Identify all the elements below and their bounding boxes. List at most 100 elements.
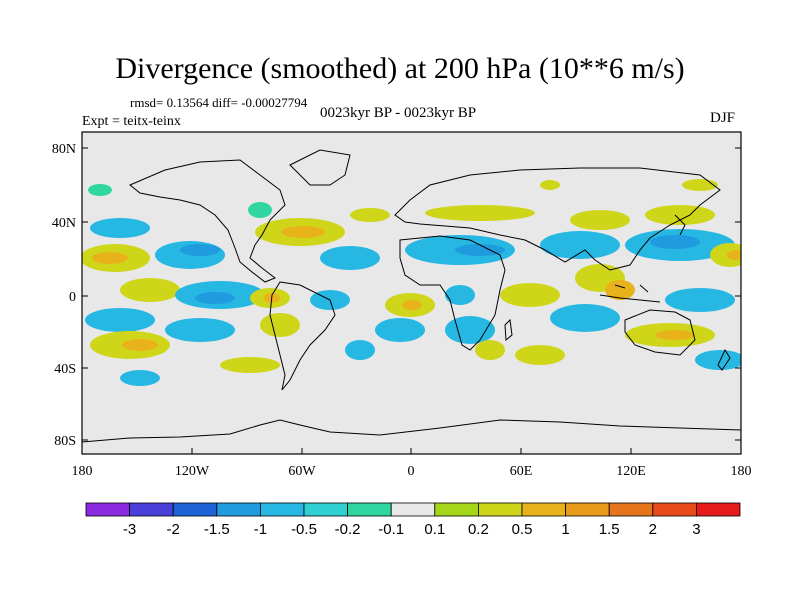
x-tick-label: 120E — [616, 464, 646, 479]
colorbar-swatch — [608, 502, 654, 517]
season-label: DJF — [710, 110, 736, 126]
field-blob — [605, 280, 635, 300]
y-tick-label: 0 — [69, 290, 76, 305]
colorbar-swatch — [652, 502, 697, 517]
colorbar-label: -2 — [167, 521, 180, 538]
madagascar-coast — [504, 318, 513, 342]
colorbar-label: 1 — [561, 521, 569, 538]
antarctica-coast — [82, 419, 741, 443]
colorbar-label: -0.5 — [291, 521, 317, 538]
indonesia-coast — [599, 284, 661, 303]
colorbar-swatch — [303, 502, 348, 517]
colorbar-label: 1.5 — [599, 521, 620, 538]
colorbar-swatch — [259, 502, 305, 517]
field-blob — [248, 202, 272, 218]
field-blob — [655, 330, 695, 340]
colorbar-swatch — [85, 502, 130, 517]
field-blob — [500, 283, 560, 307]
period-label: 0023kyr BP - 0023kyr BP — [320, 105, 477, 121]
y-tick-label: 40N — [52, 216, 76, 231]
colorbar-labels: -3 -2 -1.5 -1 -0.5 -0.2 -0.1 0.1 0.2 0.5 1 1.5 2 3 — [123, 521, 701, 538]
colorbar-swatch — [390, 502, 436, 517]
africa-coast — [399, 235, 506, 351]
field-blob — [645, 205, 715, 225]
australia-coast — [624, 309, 696, 356]
japan-coast — [674, 214, 686, 236]
south-america-coast — [269, 281, 336, 391]
x-tick-label: 60E — [510, 464, 533, 479]
colorbar — [85, 502, 741, 517]
colorbar-label: 0.1 — [424, 521, 445, 538]
field-blob — [402, 300, 422, 310]
field-blob — [475, 340, 505, 360]
field-blob — [90, 218, 150, 238]
north-america-coast — [129, 159, 286, 283]
new-zealand-coast — [717, 348, 731, 371]
field-blob — [540, 180, 560, 190]
field-blob — [665, 288, 735, 312]
colorbar-label: 2 — [649, 521, 657, 538]
stats-line: rmsd= 0.13564 diff= -0.00027794 — [130, 95, 308, 110]
y-tick-label: 80S — [54, 434, 76, 449]
colorbar-swatch — [434, 502, 479, 517]
field-blob — [445, 316, 495, 344]
field-blob — [727, 250, 741, 260]
field-blob — [425, 205, 535, 221]
axis-ticks — [81, 147, 742, 454]
colorbar-swatch — [129, 502, 174, 517]
field-blob — [195, 292, 235, 304]
colorbar-swatch — [477, 502, 523, 517]
field-blob — [120, 370, 160, 386]
field-blob — [570, 210, 630, 230]
colorbar-swatch — [172, 502, 218, 517]
colorbar-label: 0.2 — [468, 521, 489, 538]
field-blob — [320, 246, 380, 270]
x-tick-label: 180 — [731, 464, 752, 479]
field-blob — [550, 304, 620, 332]
colorbar-label: -3 — [123, 521, 136, 538]
x-tick-label: 120W — [175, 464, 210, 479]
field-blob — [220, 357, 280, 373]
field-blob — [695, 350, 741, 370]
field-blob — [650, 235, 700, 249]
coastlines — [82, 149, 741, 443]
colorbar-label: 0.5 — [512, 521, 533, 538]
field-blob — [88, 184, 112, 196]
colorbar-swatch — [521, 502, 566, 517]
x-tick-label: 180 — [72, 464, 93, 479]
colorbar-swatch — [565, 502, 610, 517]
y-tick-label: 40S — [54, 362, 76, 377]
field-blob — [345, 340, 375, 360]
colorbar-swatch — [216, 502, 261, 517]
colorbar-label: -1 — [254, 521, 267, 538]
colorbar-label: -0.2 — [335, 521, 361, 538]
y-tick-label: 80N — [52, 142, 76, 157]
field-blob — [350, 208, 390, 222]
colorbar-label: -1.5 — [204, 521, 230, 538]
field-blob — [165, 318, 235, 342]
x-tick-label: 60W — [288, 464, 316, 479]
colorbar-swatch — [696, 502, 741, 517]
field-blob — [281, 226, 325, 238]
field-blob — [455, 244, 505, 256]
greenland-coast — [289, 149, 351, 186]
field-blob — [540, 231, 620, 259]
experiment-label: Expt = teitx-teinx — [82, 114, 181, 129]
field-blob — [515, 345, 565, 365]
field-blob — [120, 278, 180, 302]
eurasia-coast — [394, 167, 721, 271]
field-blob — [375, 318, 425, 342]
field-blob — [710, 243, 741, 267]
colorbar-swatch — [347, 502, 392, 517]
colorbar-label: 3 — [692, 521, 700, 538]
field-blob — [92, 252, 128, 264]
field-blob — [445, 285, 475, 305]
field-blob — [85, 308, 155, 332]
colorbar-label: -0.1 — [378, 521, 404, 538]
field-blob — [122, 339, 158, 351]
field-blob — [180, 244, 220, 256]
x-tick-label: 0 — [408, 464, 415, 479]
map-title: Divergence (smoothed) at 200 hPa (10**6 … — [115, 52, 685, 85]
field-blob — [260, 313, 300, 337]
